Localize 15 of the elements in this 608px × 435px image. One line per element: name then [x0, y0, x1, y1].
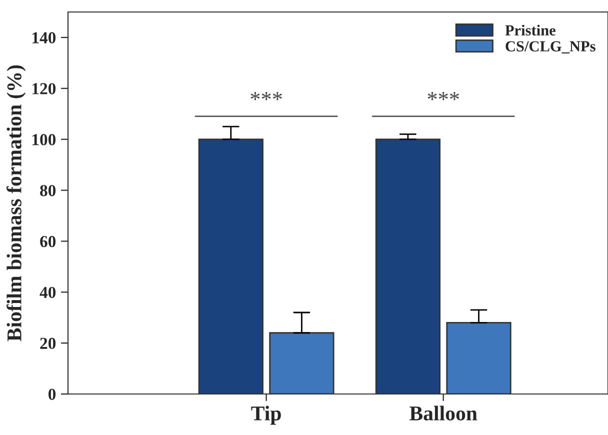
y-tick-label: 0	[48, 388, 56, 400]
y-tick-label: 40	[40, 286, 56, 298]
legend-label: CS/CLG_NPs	[506, 41, 596, 54]
legend-label: Pristine	[505, 24, 556, 36]
annotation: ***	[428, 92, 459, 100]
x-tick-label: Balloon	[410, 406, 478, 420]
y-tick-label: 60	[40, 236, 56, 248]
y-tick-label: 20	[40, 338, 56, 350]
annotation: ***	[250, 92, 282, 100]
y-tick-label: 80	[40, 184, 56, 196]
y-tick-label: 140	[32, 32, 56, 44]
y-tick-label: 100	[32, 134, 56, 146]
x-tick-label: Tip	[251, 406, 281, 425]
y-tick-label: 120	[32, 83, 56, 94]
y-axis-title: Biofilm biomass formation (%)	[6, 65, 26, 342]
